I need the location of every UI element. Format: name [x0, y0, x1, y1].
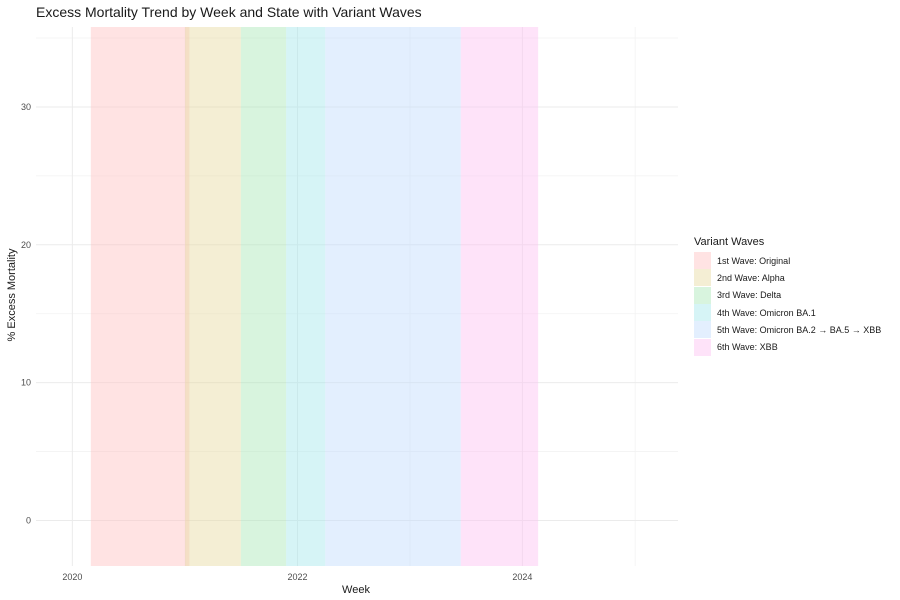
- legend-item: 3rd Wave: Delta: [694, 286, 881, 304]
- wave-band-3: [240, 27, 287, 566]
- legend-item: 4th Wave: Omicron BA.1: [694, 304, 881, 322]
- y-axis-ticks: 0 10 20 30: [21, 102, 31, 526]
- wave-band-6: [460, 27, 539, 566]
- legend: Variant Waves 1st Wave: Original 2nd Wave…: [694, 236, 881, 356]
- legend-swatch: [694, 286, 711, 304]
- legend-swatch: [694, 321, 711, 339]
- wave-band-1: [90, 27, 190, 566]
- major-gridlines: [36, 27, 678, 566]
- y-tick-label: 30: [21, 102, 31, 112]
- legend-label: 5th Wave: Omicron BA.2 → BA.5 → XBB: [717, 324, 882, 335]
- legend-swatch: [694, 252, 711, 270]
- wave-band-5: [325, 27, 461, 566]
- y-tick-label: 10: [21, 378, 31, 388]
- legend-label: 3rd Wave: Delta: [717, 290, 782, 301]
- legend-label: 2nd Wave: Alpha: [717, 272, 785, 283]
- legend-title: Variant Waves: [694, 236, 765, 248]
- chart-title: Excess Mortality Trend by Week and State…: [36, 4, 422, 20]
- x-axis-ticks: 2020 2022 2024: [62, 572, 532, 582]
- wave-band-4: [286, 27, 326, 566]
- legend-item: 1st Wave: Original: [694, 252, 881, 270]
- legend-item: 5th Wave: Omicron BA.2 → BA.5 → XBB: [694, 321, 882, 339]
- legend-item: 6th Wave: XBB: [694, 338, 881, 356]
- legend-swatch: [694, 338, 711, 356]
- y-axis-label: % Excess Mortality: [6, 248, 18, 341]
- legend-swatch: [694, 269, 711, 287]
- x-tick-label: 2022: [288, 572, 308, 582]
- legend-items: 1st Wave: Original 2nd Wave: Alpha 3rd Wav…: [694, 252, 881, 356]
- x-axis-label: Week: [342, 584, 370, 596]
- y-tick-label: 20: [21, 240, 31, 250]
- legend-label: 6th Wave: XBB: [717, 342, 778, 353]
- x-tick-label: 2020: [62, 572, 82, 582]
- minor-gridlines: [36, 27, 678, 566]
- legend-swatch: [694, 304, 711, 322]
- legend-label: 1st Wave: Original: [717, 255, 791, 266]
- y-tick-label: 0: [26, 516, 31, 526]
- x-tick-label: 2024: [512, 572, 532, 582]
- legend-item: 2nd Wave: Alpha: [694, 269, 881, 287]
- wave-bands: [90, 27, 539, 566]
- wave-band-2: [185, 27, 241, 566]
- legend-label: 4th Wave: Omicron BA.1: [717, 307, 816, 318]
